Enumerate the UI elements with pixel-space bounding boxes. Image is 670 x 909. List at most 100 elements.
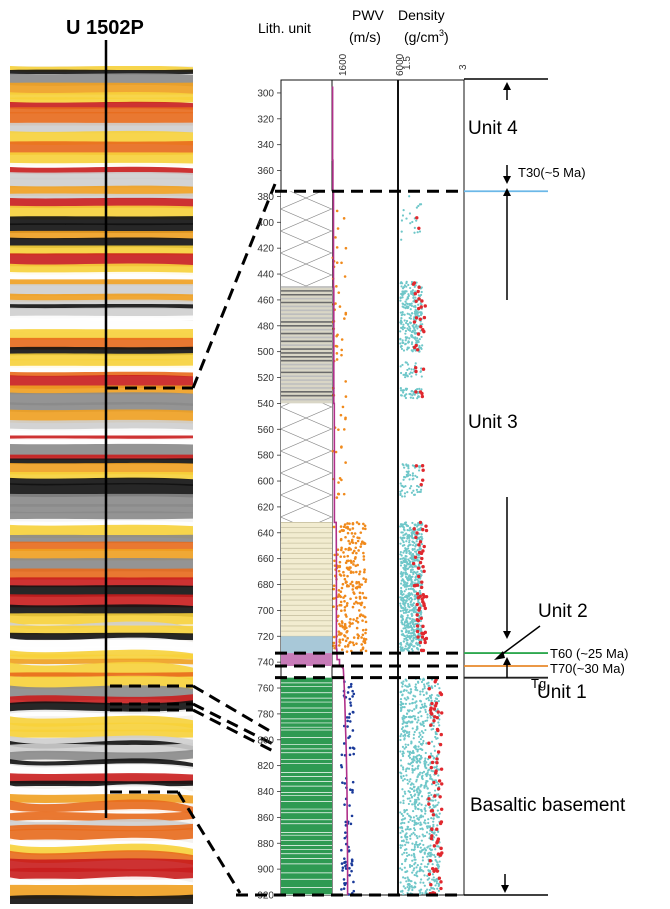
pwv-point <box>342 217 346 220</box>
density-point <box>400 707 403 710</box>
density-point <box>429 851 432 854</box>
density-point <box>400 836 403 839</box>
density-point <box>404 558 407 561</box>
density-point <box>402 720 405 723</box>
density-point <box>407 820 410 824</box>
density-red-point <box>424 528 429 533</box>
pwv-point <box>343 599 346 603</box>
density-red-point <box>435 757 439 761</box>
depth-tick-label: 520 <box>257 373 274 384</box>
density-point <box>412 645 415 648</box>
density-point <box>415 866 418 869</box>
density-point <box>433 887 436 891</box>
density-point <box>429 775 432 778</box>
seismic-reflector <box>10 471 193 480</box>
density-red-point <box>432 719 436 723</box>
pwv-point <box>362 555 366 558</box>
density-point <box>416 791 419 794</box>
pwv-point <box>346 584 349 587</box>
density-point <box>399 609 402 613</box>
density-point <box>421 771 424 775</box>
density-point <box>400 394 403 397</box>
pwv-point <box>334 302 337 305</box>
density-point <box>403 303 407 307</box>
pwv-point <box>332 644 335 647</box>
density-point <box>411 521 414 525</box>
density-point <box>406 782 409 785</box>
density-point <box>424 781 427 785</box>
density-point <box>433 853 436 857</box>
density-point <box>411 540 414 543</box>
density-point <box>414 701 417 704</box>
density-point <box>407 545 410 548</box>
pwv-point <box>344 246 348 250</box>
density-point <box>405 305 408 308</box>
density-point <box>400 320 403 323</box>
density-red-point <box>414 366 418 370</box>
density-point <box>430 693 433 697</box>
pwv-point <box>342 878 346 881</box>
density-red-point <box>429 836 434 841</box>
density-point <box>407 470 410 473</box>
density-point <box>420 715 423 718</box>
density-point <box>415 874 418 877</box>
density-point <box>400 484 403 487</box>
density-point <box>401 463 404 466</box>
density-point <box>415 704 418 707</box>
density-point <box>436 816 439 819</box>
density-point <box>414 362 417 365</box>
density-point <box>420 869 423 872</box>
density-point <box>401 617 404 620</box>
density-point <box>429 844 432 847</box>
pwv-point <box>348 753 352 757</box>
density-red-point <box>414 464 419 468</box>
density-point <box>409 568 413 572</box>
density-red-point <box>428 859 432 863</box>
density-point <box>438 714 441 717</box>
density-red-point <box>427 687 432 691</box>
pwv-point <box>332 597 336 600</box>
density-point <box>411 474 414 477</box>
density-point <box>405 832 408 835</box>
density-red-point <box>411 282 416 286</box>
pwv-point <box>354 600 358 604</box>
density-point <box>413 800 417 803</box>
density-point <box>399 557 402 561</box>
density-red-point <box>435 761 439 765</box>
density-point <box>421 777 424 781</box>
pwv-point <box>346 645 350 648</box>
density-red-point <box>423 304 427 308</box>
density-red-point <box>435 827 439 831</box>
density-red-point <box>414 299 418 303</box>
density-point <box>399 596 402 599</box>
density-point <box>431 770 435 773</box>
density-point <box>399 604 402 607</box>
density-point <box>399 330 402 333</box>
density-point <box>414 578 417 581</box>
density-point <box>413 717 416 720</box>
density-point <box>434 731 437 734</box>
density-point <box>399 311 403 314</box>
density-point <box>413 853 416 857</box>
density-point <box>430 849 433 852</box>
density-point <box>413 310 417 313</box>
density-point <box>425 865 429 869</box>
depth-tick-label: 740 <box>257 658 274 669</box>
pwv-point <box>363 605 366 609</box>
density-point <box>408 313 411 316</box>
density-point <box>415 758 419 761</box>
density-point <box>413 863 416 866</box>
density-point <box>420 743 423 746</box>
density-point <box>420 795 424 798</box>
density-point <box>400 561 403 565</box>
pwv-point <box>351 622 354 625</box>
density-point <box>400 489 404 492</box>
density-red-point <box>437 876 442 880</box>
density-point <box>402 373 405 376</box>
density-point <box>425 697 428 700</box>
density-point <box>424 762 427 766</box>
density-red-point <box>417 226 421 231</box>
density-point <box>410 598 414 601</box>
unit-annotations <box>464 78 548 896</box>
density-point <box>411 640 414 643</box>
